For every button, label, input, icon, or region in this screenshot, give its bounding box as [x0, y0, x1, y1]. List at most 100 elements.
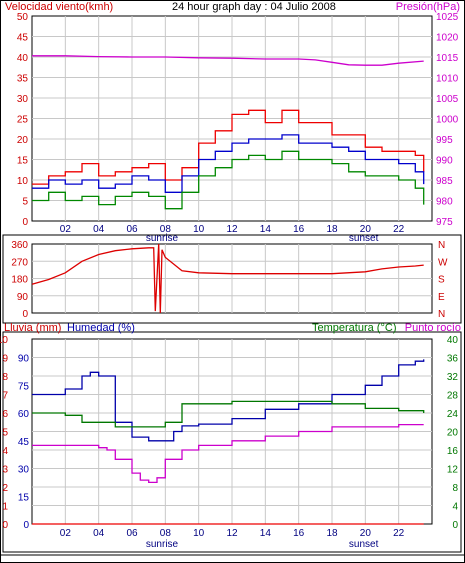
hour-tick-18: 18: [326, 224, 338, 235]
temperature-tick-8: 8: [452, 483, 458, 494]
humidity-tick-45: 45: [18, 437, 30, 448]
wind-tick-45: 45: [17, 33, 29, 44]
rain-tick-8: 8: [2, 372, 8, 383]
pressure-tick-1010: 1010: [436, 74, 459, 85]
hour-tick-20: 20: [360, 224, 372, 235]
pressure-tick-990: 990: [436, 156, 453, 167]
temperature-axis-label: Temperatura (°C): [312, 322, 396, 334]
humidity-ticks: 0 15 30 45 60 75 90: [18, 354, 30, 532]
direction-tick-90: 90: [17, 292, 29, 303]
compass-label-3: E: [438, 292, 445, 303]
hour-tick-10: 10: [193, 528, 205, 539]
direction-tick-180: 180: [11, 275, 28, 286]
wind-direction-series: [31, 243, 424, 314]
wind-tick-25: 25: [17, 115, 29, 126]
direction-degree-ticks: 0 90 180 270 360: [11, 240, 28, 320]
hour-tick-06: 06: [126, 528, 138, 539]
hour-tick-14: 14: [260, 224, 272, 235]
rain-tick-9: 9: [2, 354, 8, 365]
wind-speed-ticks: 0 5 10 15 20 25 30 35 40 45 50: [17, 12, 29, 228]
pressure-tick-1015: 1015: [436, 53, 459, 64]
chart-title: 24 hour graph day : 04 Julio 2008: [172, 1, 336, 13]
rain-tick-2: 2: [2, 483, 8, 494]
dewpoint-axis-label: Punto rocío: [405, 322, 461, 334]
panel-2-grid: [32, 244, 432, 313]
temperature-tick-12: 12: [447, 465, 459, 476]
wind-speed-line: [32, 134, 425, 193]
panel-3-box: [2, 331, 462, 553]
hour-tick-10: 10: [193, 224, 205, 235]
wind-tick-40: 40: [17, 53, 29, 64]
rain-tick-7: 7: [2, 391, 8, 402]
pressure-axis-label: Presión(hPa): [396, 1, 460, 13]
temperature-tick-24: 24: [447, 409, 459, 420]
direction-tick-360: 360: [11, 240, 28, 251]
pressure-tick-1000: 1000: [436, 115, 459, 126]
compass-label-0: N: [438, 240, 445, 251]
humidity-tick-75: 75: [18, 381, 30, 392]
rain-tick-3: 3: [2, 465, 8, 476]
pressure-tick-975: 975: [436, 217, 453, 228]
hour-tick-04: 04: [93, 224, 105, 235]
rain-tick-5: 5: [2, 428, 8, 439]
rain-ticks: 0 1 2 3 4 5 6 7 8 9 10: [0, 335, 8, 531]
pressure-tick-1025: 1025: [436, 12, 459, 23]
humidity-tick-15: 15: [18, 492, 30, 503]
rain-tick-0: 0: [2, 520, 8, 531]
humidity-tick-30: 30: [18, 465, 30, 476]
pressure-tick-995: 995: [436, 135, 453, 146]
temperature-tick-36: 36: [447, 354, 459, 365]
pressure-tick-1005: 1005: [436, 94, 459, 105]
hour-tick-06: 06: [126, 224, 138, 235]
pressure-tick-985: 985: [436, 176, 453, 187]
rain-tick-10: 10: [0, 335, 8, 346]
hour-tick-02: 02: [60, 224, 72, 235]
panel-3-sunrise-label: sunrise: [146, 539, 179, 550]
temperature-ticks: 0 4 8 12 16 20 24 28 32 36 40: [447, 335, 459, 531]
pressure-tick-980: 980: [436, 197, 453, 208]
hour-tick-22: 22: [393, 224, 405, 235]
rain-tick-1: 1: [2, 502, 8, 513]
hour-tick-08: 08: [160, 224, 172, 235]
compass-label-4: N: [438, 309, 445, 320]
panel-1-sunset-label: sunset: [349, 233, 379, 244]
temperature-tick-20: 20: [447, 428, 459, 439]
pressure-tick-1020: 1020: [436, 33, 459, 44]
hour-tick-20: 20: [360, 528, 372, 539]
wind-tick-10: 10: [17, 176, 29, 187]
temperature-tick-40: 40: [447, 335, 459, 346]
panel-1-hour-ticks: 02 04 06 08 10 12 14 16 18 20 22: [60, 224, 405, 235]
hour-tick-08: 08: [160, 528, 172, 539]
humidity-axis-label: Humedad (%): [67, 322, 135, 334]
hour-tick-14: 14: [260, 528, 272, 539]
panel-2-box: [2, 234, 462, 324]
humidity-tick-0: 0: [23, 520, 29, 531]
temperature-tick-0: 0: [452, 520, 458, 531]
wind-axis-label: Velocidad viento(kmh): [5, 1, 113, 13]
temperature-tick-28: 28: [447, 391, 459, 402]
wind-tick-35: 35: [17, 74, 29, 85]
hour-tick-12: 12: [226, 224, 238, 235]
humidity-tick-90: 90: [18, 354, 30, 365]
hour-tick-02: 02: [60, 528, 72, 539]
wind-gust-line: [32, 109, 425, 185]
panel-1-sunrise-label: sunrise: [146, 233, 179, 244]
wind-tick-20: 20: [17, 135, 29, 146]
compass-label-1: W: [438, 257, 448, 268]
humidity-tick-60: 60: [18, 409, 30, 420]
temperature-line: [32, 400, 425, 428]
rain-tick-4: 4: [2, 446, 8, 457]
pressure-ticks: 975 980 985 990 995 1000 1005 1010 1015 1020 1025: [436, 12, 459, 228]
dewpoint-line: [32, 423, 424, 484]
temperature-tick-4: 4: [452, 502, 458, 513]
panel-3-hour-ticks: 02 04 06 08 10 12 14 16 18 20 22: [60, 528, 405, 539]
wind-direction-line: [31, 243, 424, 314]
rain-tick-6: 6: [2, 409, 8, 420]
hour-tick-16: 16: [293, 528, 305, 539]
wind-tick-5: 5: [22, 197, 28, 208]
rain-humidity-temperature-panel: Lluvia (mm) Humedad (%) Temperatura (°C)…: [0, 322, 462, 553]
